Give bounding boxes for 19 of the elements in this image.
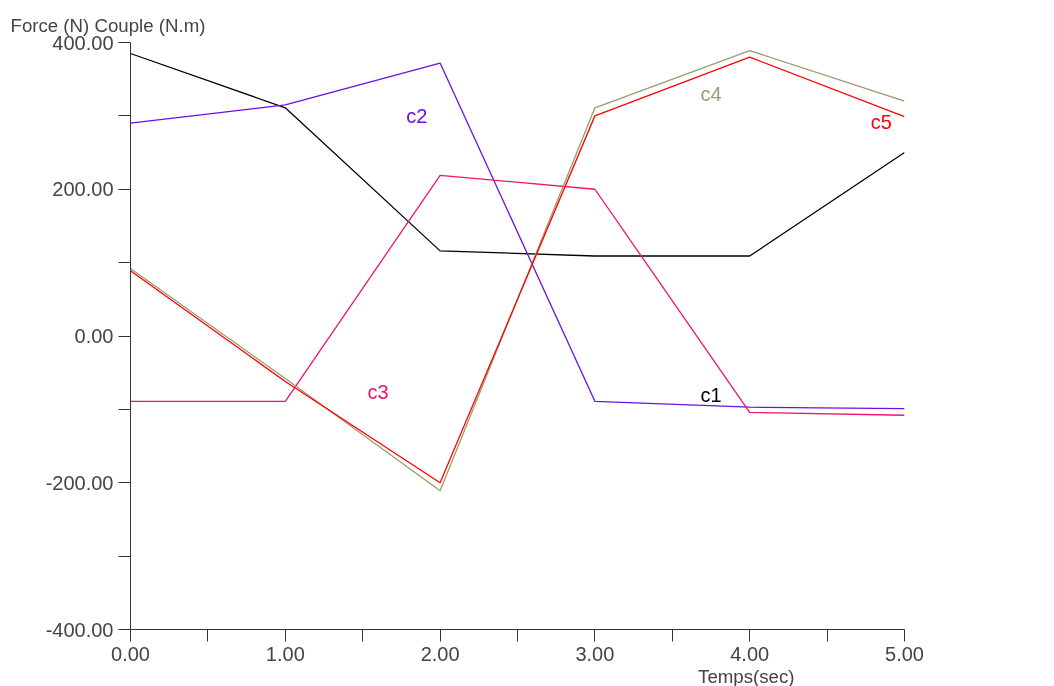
text: c1 <box>700 383 722 406</box>
series-label: c5 <box>870 110 892 133</box>
line-series <box>130 174 905 416</box>
line-series <box>130 62 905 410</box>
text: c3 <box>367 381 389 404</box>
y-tick-label: 0.00 <box>74 325 114 347</box>
x-tick-label: 4.00 <box>730 642 770 665</box>
x-tick-label: 1.00 <box>265 642 305 665</box>
x-axis-title: Temps(sec) <box>698 665 795 686</box>
y-tick-label: 200.00 <box>52 178 114 201</box>
y-tick-label: -200.00 <box>45 471 114 494</box>
y-tick-label: -400.00 <box>45 618 114 641</box>
series-label: c4 <box>700 82 722 105</box>
x-tick-label: 5.00 <box>885 642 924 665</box>
x-tick-label: 0.00 <box>111 642 150 665</box>
x-tick-label: 3.00 <box>575 642 615 665</box>
series-label: c2 <box>406 104 428 127</box>
line-series <box>130 52 905 257</box>
x-tick-label: 2.00 <box>420 642 460 665</box>
